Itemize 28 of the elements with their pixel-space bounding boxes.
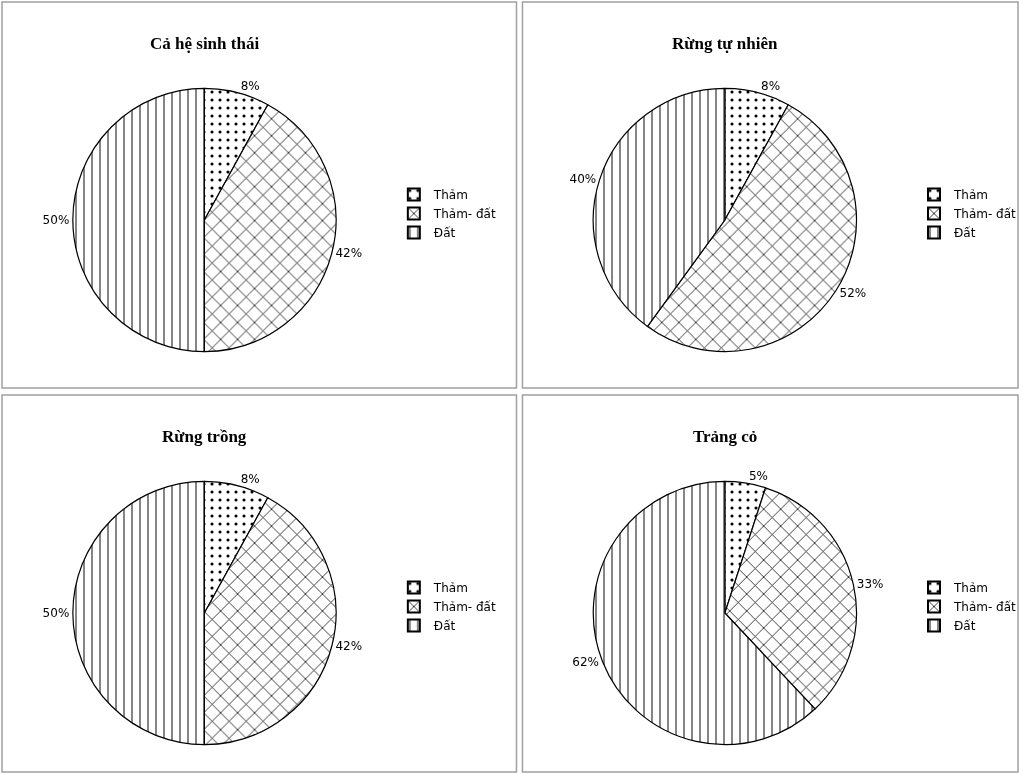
data-label: 33% xyxy=(856,576,884,591)
legend-label: Thảm xyxy=(953,581,988,596)
data-label: 52% xyxy=(839,285,867,300)
legend-label: Thảm- đất xyxy=(432,600,496,615)
legend-label: Đất xyxy=(954,619,976,634)
data-label: 42% xyxy=(335,639,363,654)
legend-label: Thảm xyxy=(432,188,468,203)
data-label: 8% xyxy=(240,78,260,93)
legend-label: Thảm- đất xyxy=(953,600,1017,615)
data-label: 42% xyxy=(335,246,363,261)
data-label: 62% xyxy=(572,655,599,670)
legend-label: Đất xyxy=(433,619,456,634)
data-label: 50% xyxy=(42,213,70,227)
legend-label: Đất xyxy=(954,226,976,241)
legend-label: Đất xyxy=(433,226,456,241)
data-label: 8% xyxy=(761,78,781,93)
chart-title: Trảng cỏ xyxy=(693,427,758,446)
legend-label: Thảm- đất xyxy=(953,207,1017,222)
chart-title: Cả hệ sinh thái xyxy=(150,34,260,53)
data-label: 8% xyxy=(240,471,260,486)
data-label: 5% xyxy=(748,469,768,484)
legend-label: Thảm xyxy=(432,581,468,596)
data-label: 40% xyxy=(569,171,597,186)
legend-label: Thảm- đất xyxy=(432,207,496,222)
data-label: 50% xyxy=(42,606,70,620)
legend-label: Thảm xyxy=(953,188,988,203)
chart-title: Rừng tự nhiên xyxy=(672,34,778,53)
chart-title: Rừng trồng xyxy=(162,427,247,446)
